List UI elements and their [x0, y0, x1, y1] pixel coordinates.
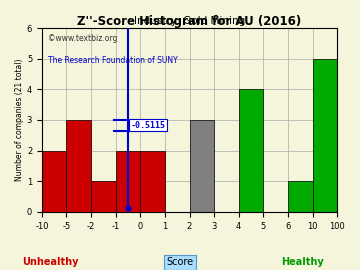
- Text: Healthy: Healthy: [281, 257, 324, 267]
- Bar: [42, 151, 67, 212]
- Text: The Research Foundation of SUNY: The Research Foundation of SUNY: [48, 56, 177, 65]
- Text: Industry: Gold Mining: Industry: Gold Mining: [134, 16, 245, 26]
- Text: ©www.textbiz.org: ©www.textbiz.org: [48, 33, 117, 42]
- Bar: [312, 59, 337, 212]
- Text: -0.5115: -0.5115: [130, 121, 166, 130]
- Bar: [67, 120, 91, 212]
- Bar: [116, 151, 140, 212]
- Text: Score: Score: [166, 257, 194, 267]
- Bar: [288, 181, 312, 212]
- Text: Unhealthy: Unhealthy: [22, 257, 78, 267]
- Bar: [91, 181, 116, 212]
- Bar: [189, 120, 214, 212]
- Y-axis label: Number of companies (21 total): Number of companies (21 total): [15, 59, 24, 181]
- Bar: [239, 89, 263, 212]
- Title: Z''-Score Histogram for AU (2016): Z''-Score Histogram for AU (2016): [77, 15, 302, 28]
- Bar: [140, 151, 165, 212]
